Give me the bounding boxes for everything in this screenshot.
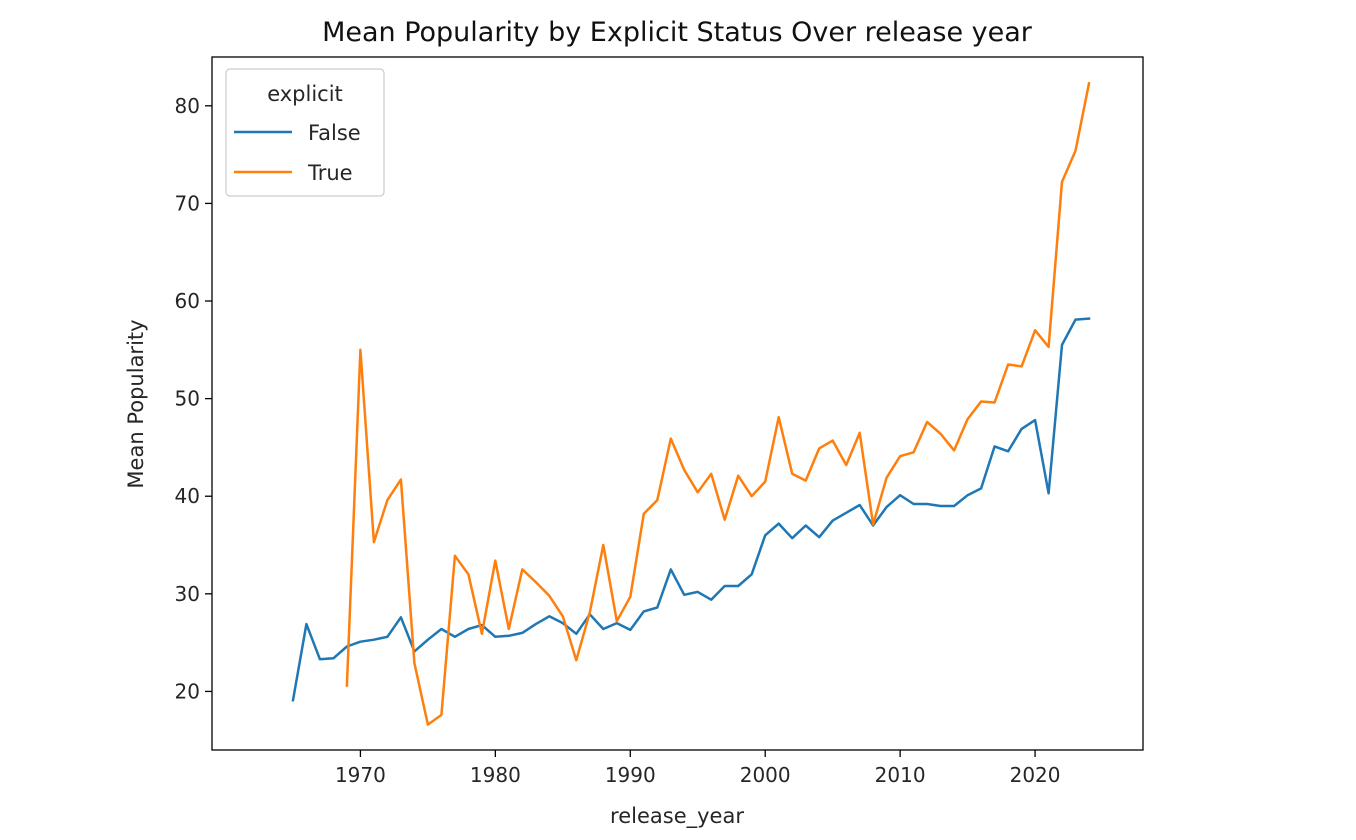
chart-title: Mean Popularity by Explicit Status Over … <box>322 17 1033 48</box>
x-tick-label: 2010 <box>875 763 926 787</box>
y-tick-label: 50 <box>175 387 200 411</box>
x-tick-label: 2000 <box>740 763 791 787</box>
series-line-true <box>345 81 1091 726</box>
y-tick-label: 70 <box>175 191 200 215</box>
y-tick-label: 30 <box>175 582 200 606</box>
x-tick-label: 1980 <box>470 763 521 787</box>
x-tick-label: 1990 <box>605 763 656 787</box>
y-tick-label: 20 <box>175 679 200 703</box>
plot-area-frame <box>211 56 1144 751</box>
x-axis-label: release_year <box>610 804 744 829</box>
y-tick-label: 80 <box>175 94 200 118</box>
legend-title: explicit <box>267 82 343 106</box>
legend-label-false: False <box>308 121 361 145</box>
x-tick-label: 2020 <box>1010 763 1061 787</box>
y-tick-label: 60 <box>175 289 200 313</box>
series-layer <box>291 81 1091 726</box>
y-tick-label: 40 <box>175 484 200 508</box>
series-line-false <box>291 317 1091 702</box>
x-tick-label: 1970 <box>335 763 386 787</box>
legend-label-true: True <box>307 161 353 185</box>
legend-box <box>225 68 385 197</box>
legend: explicit False True <box>225 68 385 197</box>
y-axis-label: Mean Popularity <box>124 319 148 488</box>
